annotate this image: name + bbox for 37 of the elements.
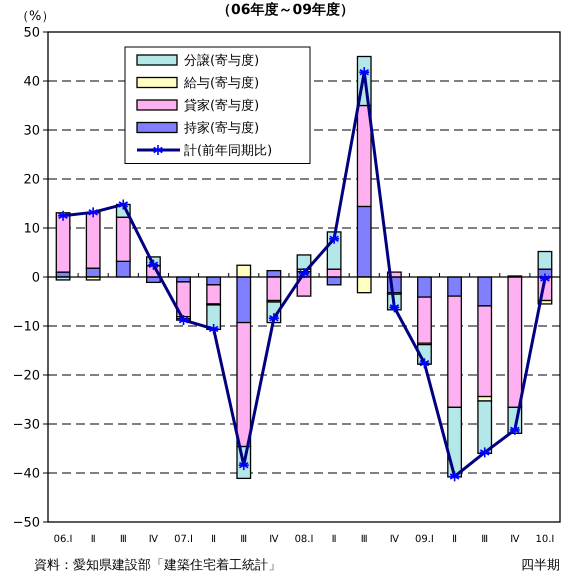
text: 資料：愛知県建設部「建築住宅着工統計」 [34, 557, 281, 573]
y-tick-label: −30 [12, 418, 40, 433]
x-tick-label: Ⅲ [481, 534, 488, 545]
x-tick-label: 09.Ⅰ [415, 534, 434, 545]
chart-title: （06年度～09年度） [217, 1, 354, 18]
legend-label: 計(前年同期比) [184, 144, 272, 159]
x-tick-label: Ⅱ [90, 534, 96, 545]
y-tick-label: 30 [23, 124, 40, 139]
x-tick-label: 10.Ⅰ [536, 534, 554, 545]
x-tick-label: Ⅱ [211, 534, 216, 545]
y-tick-label: −20 [12, 368, 40, 384]
x-tick-label: Ⅳ [510, 534, 520, 545]
y-axis-title: （%） [16, 9, 54, 24]
x-axis-title: 四半期 [521, 558, 560, 573]
y-tick-label: 10 [23, 222, 40, 237]
y-tick-label: −10 [12, 320, 40, 335]
x-tick-label: Ⅲ [240, 534, 248, 545]
x-tick-label: Ⅳ [390, 534, 400, 545]
y-tick-label: 50 [23, 26, 40, 41]
y-tick-label: −40 [12, 466, 40, 482]
legend-label: 分譲(寄与度) [184, 52, 260, 69]
legend-label: 持家(寄与度) [184, 120, 260, 136]
legend-label: 貸家(寄与度) [184, 98, 260, 114]
x-tick-label: Ⅱ [332, 534, 337, 545]
y-tick-label: −50 [12, 516, 40, 531]
x-tick-label: 07.Ⅰ [174, 534, 193, 545]
y-tick-label: 20 [23, 172, 40, 188]
x-tick-label: 06.Ⅰ [54, 534, 72, 545]
x-tick-label: Ⅱ [452, 534, 458, 545]
x-tick-label: Ⅳ [269, 534, 280, 545]
legend-label: 給与(寄与度) [183, 75, 260, 92]
x-tick-label: 08.Ⅰ [294, 534, 314, 545]
x-tick-label: Ⅲ [120, 534, 127, 545]
x-tick-label: Ⅳ [148, 534, 159, 545]
x-tick-label: Ⅲ [360, 534, 368, 545]
y-tick-label: 0 [32, 270, 40, 286]
y-tick-label: 40 [23, 74, 40, 90]
